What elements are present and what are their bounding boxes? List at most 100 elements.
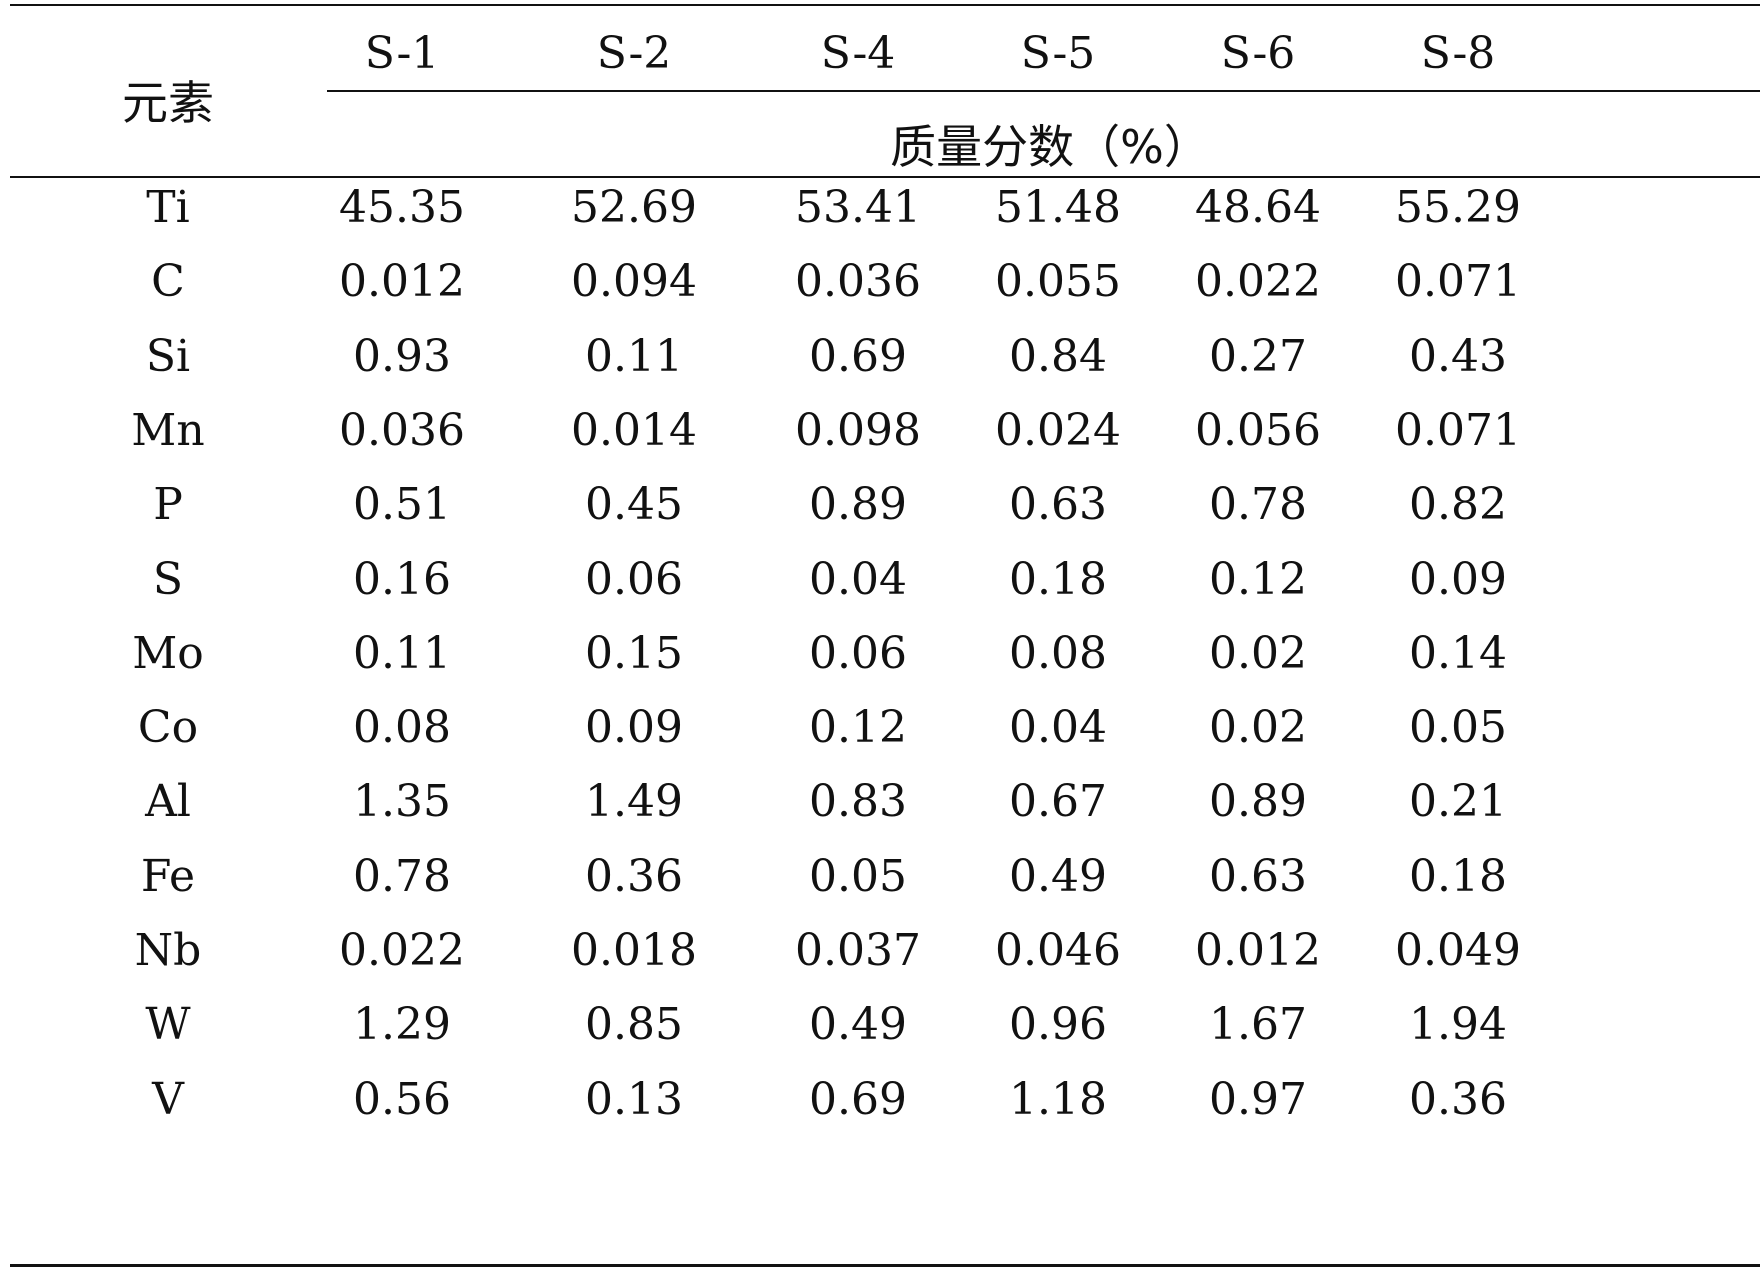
table-cell: 51.48 xyxy=(995,182,1121,233)
table-cell: 0.071 xyxy=(1395,405,1521,456)
table-cell: 0.14 xyxy=(1409,628,1507,679)
table-cell: 48.64 xyxy=(1195,182,1321,233)
table-cell: 0.04 xyxy=(1009,702,1107,753)
table-cell: 0.046 xyxy=(995,925,1121,976)
table-cell: 0.071 xyxy=(1395,256,1521,307)
column-header: S-8 xyxy=(1420,28,1496,79)
row-element-label: Mo xyxy=(132,628,204,679)
table-cell: 0.02 xyxy=(1209,702,1307,753)
table-cell: 0.49 xyxy=(809,999,907,1050)
table-cell: 0.037 xyxy=(795,925,921,976)
table-cell: 0.43 xyxy=(1409,331,1507,382)
table-cell: 0.012 xyxy=(339,256,465,307)
table-cell: 0.78 xyxy=(353,851,451,902)
column-header: S-6 xyxy=(1220,28,1296,79)
table-cell: 0.036 xyxy=(339,405,465,456)
header-divider-rule xyxy=(327,90,1760,92)
table-cell: 0.63 xyxy=(1209,851,1307,902)
table-bottom-rule xyxy=(10,1264,1760,1267)
row-element-label: S xyxy=(152,554,184,605)
table-cell: 52.69 xyxy=(571,182,697,233)
table-cell: 0.049 xyxy=(1395,925,1521,976)
table-cell: 0.018 xyxy=(571,925,697,976)
table-cell: 1.18 xyxy=(1009,1074,1107,1125)
table-cell: 0.08 xyxy=(353,702,451,753)
table-cell: 0.12 xyxy=(1209,554,1307,605)
table-cell: 0.21 xyxy=(1409,776,1507,827)
table-cell: 0.024 xyxy=(995,405,1121,456)
row-element-label: Mn xyxy=(131,405,205,456)
table-cell: 0.51 xyxy=(353,479,451,530)
table-cell: 0.82 xyxy=(1409,479,1507,530)
table-cell: 0.098 xyxy=(795,405,921,456)
table-cell: 0.022 xyxy=(339,925,465,976)
table-cell: 0.56 xyxy=(353,1074,451,1125)
table-cell: 0.094 xyxy=(571,256,697,307)
row-element-label: Nb xyxy=(134,925,202,976)
table-cell: 0.84 xyxy=(1009,331,1107,382)
table-cell: 1.49 xyxy=(585,776,683,827)
column-header: S-5 xyxy=(1020,28,1096,79)
table-cell: 0.45 xyxy=(585,479,683,530)
table-cell: 0.96 xyxy=(1009,999,1107,1050)
table-cell: 0.12 xyxy=(809,702,907,753)
row-element-label: Si xyxy=(145,331,191,382)
table-cell: 0.08 xyxy=(1009,628,1107,679)
table-cell: 0.036 xyxy=(795,256,921,307)
table-cell: 0.27 xyxy=(1209,331,1307,382)
table-cell: 0.11 xyxy=(585,331,683,382)
table-cell: 45.35 xyxy=(339,182,465,233)
table-cell: 0.09 xyxy=(585,702,683,753)
table-cell: 0.055 xyxy=(995,256,1121,307)
table-cell: 0.18 xyxy=(1409,851,1507,902)
table-cell: 0.06 xyxy=(585,554,683,605)
element-composition-table: 元素 S-1 S-2 S-4 S-5 S-6 S-8 质量分数（%） Ti 45.35 52.… xyxy=(10,4,1760,1269)
header-bottom-rule xyxy=(10,176,1760,178)
row-element-label: Fe xyxy=(140,851,196,902)
row-element-label: C xyxy=(151,256,185,307)
column-header: S-2 xyxy=(596,28,672,79)
table-cell: 0.63 xyxy=(1009,479,1107,530)
row-element-label: W xyxy=(145,999,191,1050)
table-cell: 0.49 xyxy=(1009,851,1107,902)
table-cell: 0.11 xyxy=(353,628,451,679)
table-cell: 1.67 xyxy=(1209,999,1307,1050)
table-top-rule xyxy=(10,4,1760,6)
table-cell: 0.014 xyxy=(571,405,697,456)
table-cell: 0.83 xyxy=(809,776,907,827)
table-cell: 1.94 xyxy=(1409,999,1507,1050)
row-element-label: V xyxy=(152,1074,184,1125)
row-element-label: Ti xyxy=(146,182,190,233)
table-cell: 0.05 xyxy=(1409,702,1507,753)
table-cell: 0.15 xyxy=(585,628,683,679)
table-cell: 0.69 xyxy=(809,331,907,382)
column-header: S-4 xyxy=(820,28,896,79)
table-cell: 0.89 xyxy=(1209,776,1307,827)
table-cell: 0.36 xyxy=(585,851,683,902)
table-cell: 1.29 xyxy=(353,999,451,1050)
table-cell: 0.36 xyxy=(1409,1074,1507,1125)
table-cell: 0.78 xyxy=(1209,479,1307,530)
table-cell: 0.67 xyxy=(1009,776,1107,827)
table-cell: 0.97 xyxy=(1209,1074,1307,1125)
table-cell: 0.022 xyxy=(1195,256,1321,307)
table-cell: 0.89 xyxy=(809,479,907,530)
table-cell: 0.09 xyxy=(1409,554,1507,605)
row-element-label: Co xyxy=(137,702,199,753)
unit-header: 质量分数（%） xyxy=(890,120,1210,174)
table-cell: 0.93 xyxy=(353,331,451,382)
table-cell: 0.06 xyxy=(809,628,907,679)
corner-header: 元素 xyxy=(122,76,214,130)
table-cell: 0.05 xyxy=(809,851,907,902)
table-cell: 0.85 xyxy=(585,999,683,1050)
table-cell: 0.16 xyxy=(353,554,451,605)
table-cell: 0.13 xyxy=(585,1074,683,1125)
row-element-label: Al xyxy=(145,776,191,827)
table-cell: 53.41 xyxy=(795,182,921,233)
row-element-label: P xyxy=(153,479,183,530)
table-cell: 0.18 xyxy=(1009,554,1107,605)
table-cell: 0.69 xyxy=(809,1074,907,1125)
table-cell: 0.02 xyxy=(1209,628,1307,679)
table-cell: 55.29 xyxy=(1395,182,1521,233)
table-cell: 0.012 xyxy=(1195,925,1321,976)
